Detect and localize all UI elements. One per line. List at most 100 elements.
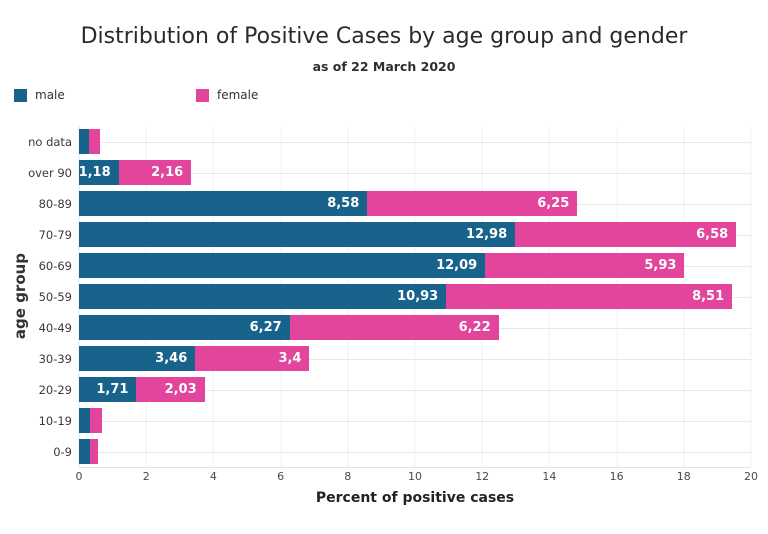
- y-tick-label: 80-89: [38, 196, 72, 211]
- stacked-bar: [79, 407, 751, 434]
- female-bar-segment: 6,22: [289, 314, 499, 341]
- male-bar-segment: 1,18: [79, 159, 119, 186]
- chart-title: Distribution of Positive Cases by age gr…: [80, 24, 688, 49]
- x-axis-title: Percent of positive cases: [315, 490, 515, 506]
- male-bar-value: 8,58: [327, 196, 360, 211]
- y-tick-label: 70-79: [38, 227, 72, 242]
- bar-row: 12,98 6,58: [79, 219, 751, 250]
- bar-row: 10,93 8,51: [79, 281, 751, 312]
- male-bar-segment: 10,93: [79, 283, 447, 310]
- x-tick-label: 12: [475, 470, 490, 483]
- x-tick-label: 4: [209, 470, 217, 483]
- y-axis-labels: no data over 90 80-89 70-79 60-69 50-59 40-49 3…: [0, 126, 72, 467]
- male-bar-segment: [79, 128, 90, 155]
- female-bar-segment: 2,16: [118, 159, 192, 186]
- stacked-bar: 8,58 6,25: [79, 190, 751, 217]
- bar-row: [79, 405, 751, 436]
- male-bar-segment: 1,71: [79, 376, 137, 403]
- bar-row: 3,46 3,4: [79, 343, 751, 374]
- female-bar-segment: 6,25: [367, 190, 578, 217]
- y-tick-label: 30-39: [38, 351, 72, 366]
- female-bar-segment: 2,03: [136, 376, 205, 403]
- bar-row: 1,71 2,03: [79, 374, 751, 405]
- stacked-bar: 12,09 5,93: [79, 252, 751, 279]
- legend-label-female: female: [217, 88, 259, 102]
- plot-rows: 1,18 2,16 8,58 6,25 12,98 6,58 12,09 5,93 10,93 8…: [79, 126, 751, 467]
- male-swatch-icon: [14, 88, 27, 102]
- chart-subtitle: as of 22 March 2020: [312, 59, 456, 74]
- female-swatch-icon: [196, 88, 209, 102]
- x-tick-label: 10: [408, 470, 422, 483]
- stacked-bar: 12,98 6,58: [79, 221, 751, 248]
- female-bar-value: 6,25: [537, 196, 570, 211]
- row-gridline: [79, 141, 751, 143]
- row-gridline: [79, 358, 751, 360]
- x-tick-label: 20: [744, 470, 758, 483]
- y-tick-label: no data: [28, 134, 72, 149]
- y-tick-label: 20-29: [38, 382, 72, 397]
- female-bar-value: 2,16: [151, 165, 184, 180]
- male-bar-segment: 3,46: [79, 345, 196, 372]
- stacked-bar: 3,46 3,4: [79, 345, 751, 372]
- bar-row: 12,09 5,93: [79, 250, 751, 281]
- x-tick-label: 0: [75, 470, 83, 483]
- x-tick-label: 8: [344, 470, 352, 483]
- stacked-bar: [79, 438, 751, 465]
- male-bar-segment: [79, 438, 91, 465]
- female-bar-segment: [90, 438, 99, 465]
- row-gridline: [79, 172, 751, 174]
- legend-item-male[interactable]: male: [14, 88, 65, 102]
- x-tick-label: 18: [676, 470, 691, 483]
- bar-row: 8,58 6,25: [79, 188, 751, 219]
- bar-row: 6,27 6,22: [79, 312, 751, 343]
- female-bar-segment: 5,93: [485, 252, 685, 279]
- stacked-bar: 10,93 8,51: [79, 283, 751, 310]
- male-bar-value: 1,18: [79, 165, 111, 180]
- y-tick-label: 50-59: [38, 289, 72, 304]
- y-tick-label: over 90: [28, 165, 72, 180]
- male-bar-value: 10,93: [397, 289, 439, 304]
- stacked-bar: 1,18 2,16: [79, 159, 751, 186]
- stacked-bar: 1,71 2,03: [79, 376, 751, 403]
- x-tick-label: 2: [142, 470, 150, 483]
- female-bar-segment: [90, 407, 102, 434]
- female-bar-segment: 3,4: [195, 345, 310, 372]
- female-bar-value: 6,22: [458, 320, 491, 335]
- y-axis-title: age group: [11, 252, 29, 340]
- male-bar-value: 1,71: [96, 382, 129, 397]
- y-tick-label: 0-9: [53, 444, 72, 459]
- row-gridline: [79, 389, 751, 391]
- stacked-bar: [79, 128, 751, 155]
- male-bar-segment: 12,98: [79, 221, 516, 248]
- male-bar-segment: 8,58: [79, 190, 368, 217]
- y-tick-label: 40-49: [38, 320, 72, 335]
- stacked-bar: 6,27 6,22: [79, 314, 751, 341]
- y-tick-label: 60-69: [38, 258, 72, 273]
- male-bar-segment: 6,27: [79, 314, 290, 341]
- female-bar-value: 5,93: [644, 258, 677, 273]
- legend: male female: [0, 88, 768, 104]
- x-gridline: [750, 126, 752, 467]
- row-gridline: [79, 451, 751, 453]
- female-bar-segment: 6,58: [515, 221, 737, 248]
- female-bar-segment: 8,51: [446, 283, 733, 310]
- plot-area: 1,18 2,16 8,58 6,25 12,98 6,58 12,09 5,93 10,93 8…: [78, 126, 752, 468]
- female-bar-value: 3,4: [278, 351, 302, 366]
- x-tick-label: 16: [609, 470, 624, 483]
- bar-row: 1,18 2,16: [79, 157, 751, 188]
- legend-item-female[interactable]: female: [196, 88, 258, 102]
- bar-row: [79, 436, 751, 467]
- male-bar-segment: 12,09: [79, 252, 486, 279]
- y-tick-label: 10-19: [38, 413, 72, 428]
- male-bar-value: 12,98: [466, 227, 508, 242]
- male-bar-value: 6,27: [249, 320, 282, 335]
- female-bar-value: 8,51: [692, 289, 725, 304]
- bar-row: [79, 126, 751, 157]
- row-gridline: [79, 420, 751, 422]
- female-bar-value: 6,58: [696, 227, 729, 242]
- legend-label-male: male: [35, 88, 65, 102]
- female-bar-segment: [89, 128, 101, 155]
- male-bar-segment: [79, 407, 91, 434]
- female-bar-value: 2,03: [164, 382, 197, 397]
